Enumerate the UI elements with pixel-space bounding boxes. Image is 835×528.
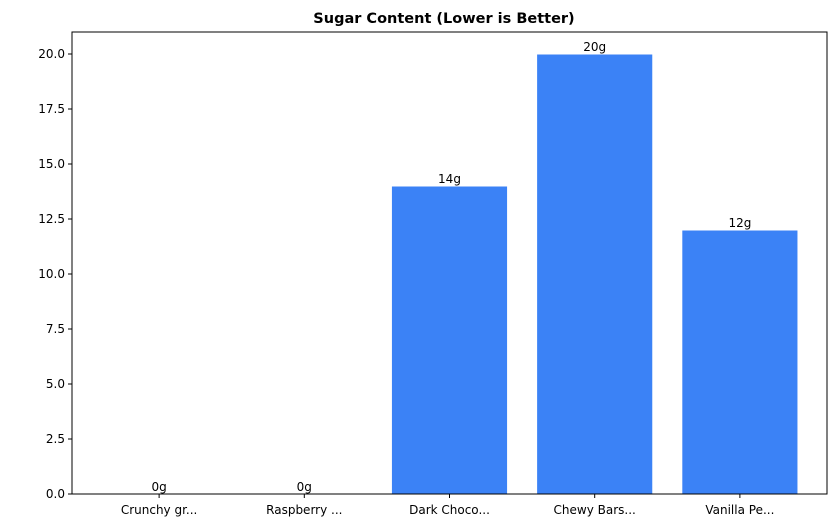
x-tick-label: Raspberry ... [266, 503, 342, 517]
chart-title: Sugar Content (Lower is Better) [313, 11, 574, 27]
y-tick-label: 20.0 [38, 47, 65, 61]
y-tick-label: 15.0 [38, 157, 65, 171]
x-tick-label: Chewy Bars... [554, 503, 636, 517]
bar [681, 229, 799, 495]
y-tick-label: 7.5 [46, 322, 65, 336]
plot-frame [71, 31, 828, 495]
x-tick-label: Dark Choco... [409, 503, 490, 517]
bar [536, 53, 654, 495]
bars-group [390, 53, 799, 495]
data-labels-group: 0g 0g 14g 20g 12g [151, 40, 751, 494]
bar-value-label: 12g [728, 216, 751, 230]
y-tick-label: 2.5 [46, 432, 65, 446]
y-axis: 0.0 2.5 5.0 7.5 10.0 12.5 15.0 17.5 20.0 [38, 47, 72, 501]
bar-value-label: 0g [297, 480, 312, 494]
y-tick-label: 5.0 [46, 377, 65, 391]
bar-value-label: 14g [438, 172, 461, 186]
bar-value-label: 0g [151, 480, 166, 494]
y-tick-label: 0.0 [46, 487, 65, 501]
y-tick-label: 10.0 [38, 267, 65, 281]
x-tick-label: Vanilla Pe... [705, 503, 774, 517]
x-tick-label: Crunchy gr... [121, 503, 198, 517]
bar [390, 185, 509, 495]
y-tick-label: 17.5 [38, 102, 65, 116]
y-tick-label: 12.5 [38, 212, 65, 226]
bar-value-label: 20g [583, 40, 606, 54]
x-axis: Crunchy gr... Raspberry ... Dark Choco... C… [121, 494, 774, 517]
